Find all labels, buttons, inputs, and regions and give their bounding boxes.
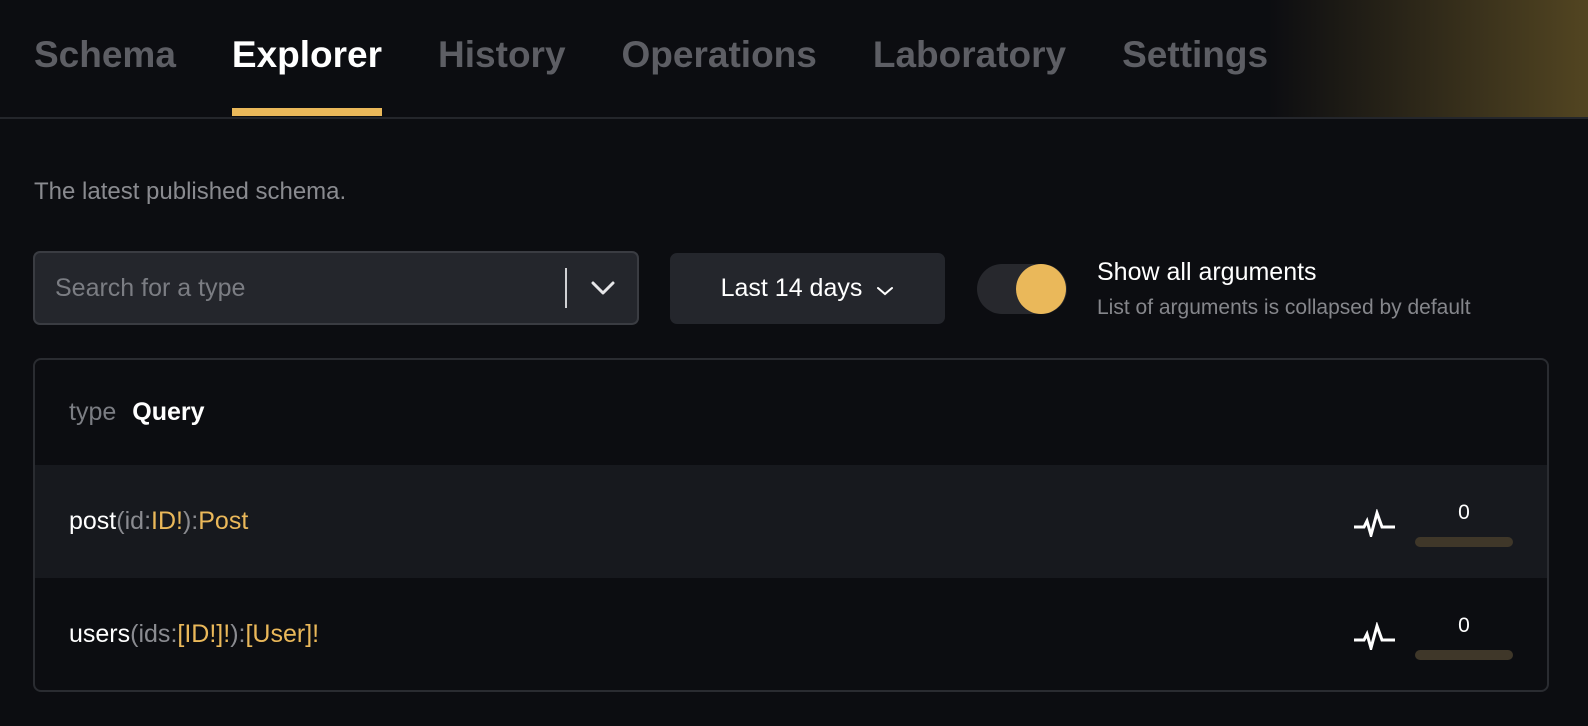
activity-icon[interactable]	[1353, 622, 1397, 650]
type-header: type Query	[35, 360, 1547, 465]
activity-icon[interactable]	[1353, 509, 1397, 537]
arg-type[interactable]: ID!	[151, 507, 183, 535]
header-glow	[1268, 0, 1588, 118]
tab-divider	[0, 117, 1588, 119]
type-keyword: type	[69, 398, 117, 426]
page-subtitle: The latest published schema.	[34, 178, 347, 205]
type-panel: type Query post (id: ID!): Post 0 users …	[33, 358, 1549, 692]
tab-settings[interactable]: Settings	[1122, 34, 1269, 75]
show-all-arguments-toggle[interactable]	[977, 264, 1067, 314]
tab-history[interactable]: History	[438, 34, 566, 75]
usage-count: 0	[1458, 501, 1470, 524]
toggle-description: List of arguments is collapsed by defaul…	[1097, 296, 1471, 319]
chevron-down-icon	[876, 274, 894, 303]
colon: :	[170, 620, 178, 648]
paren: ):	[230, 620, 246, 648]
field-row[interactable]: users (ids: [ID!]!): [User]! 0	[35, 578, 1547, 690]
field-row[interactable]: post (id: ID!): Post 0	[35, 465, 1547, 578]
field-type[interactable]: [User]!	[245, 620, 320, 648]
paren: (	[130, 620, 139, 648]
usage-bar	[1415, 537, 1513, 547]
field-name: users	[69, 620, 131, 648]
arg-name: ids	[138, 620, 171, 648]
arg-type[interactable]: [ID!]!	[177, 620, 231, 648]
type-search	[33, 251, 639, 325]
chevron-down-icon[interactable]	[583, 268, 623, 308]
toggle-label: Show all arguments	[1097, 258, 1317, 286]
type-name: Query	[132, 398, 205, 426]
search-separator	[565, 268, 567, 308]
paren: (	[116, 507, 125, 535]
field-type[interactable]: Post	[198, 507, 249, 535]
usage-bar	[1415, 650, 1513, 660]
date-range-select[interactable]: Last 14 days	[670, 253, 945, 324]
tab-bar: Schema Explorer History Operations Labor…	[34, 30, 1268, 118]
usage-count: 0	[1458, 614, 1470, 637]
date-range-label: Last 14 days	[720, 274, 863, 302]
field-name: post	[69, 507, 117, 535]
arg-name: id	[124, 507, 145, 535]
paren: ):	[182, 507, 199, 535]
tab-operations[interactable]: Operations	[621, 34, 817, 75]
search-input[interactable]	[35, 273, 565, 303]
toggle-knob	[1016, 264, 1066, 314]
tab-schema[interactable]: Schema	[34, 34, 176, 75]
colon: :	[144, 507, 152, 535]
tab-explorer[interactable]: Explorer	[231, 30, 383, 118]
tab-laboratory[interactable]: Laboratory	[872, 34, 1067, 75]
